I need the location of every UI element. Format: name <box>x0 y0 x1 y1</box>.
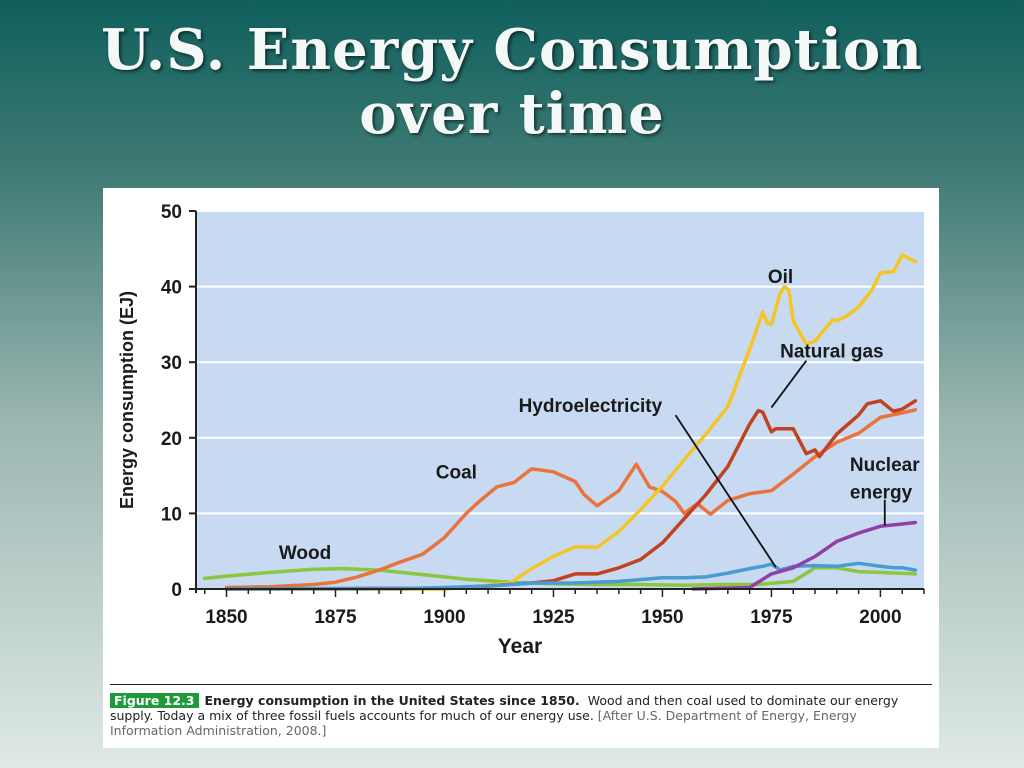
y-tick-label-40: 40 <box>161 278 182 299</box>
annotation-nuclear: Nuclear <box>850 455 920 476</box>
annotation-oil: Oil <box>768 267 793 288</box>
y-tick-label-20: 20 <box>161 429 182 450</box>
y-tick-label-10: 10 <box>161 504 182 525</box>
series-line-nuclear-energy <box>691 520 918 591</box>
series-line-natural-gas <box>224 399 918 591</box>
annotation-energy: energy <box>850 482 913 503</box>
annotation-wood: Wood <box>279 543 331 564</box>
leader-natural-gas <box>770 360 808 409</box>
caption-bold-text: Energy consumption in the United States … <box>204 693 580 708</box>
caption-body-text: Wood and then coal used to dominate our … <box>110 693 899 723</box>
annotation-coal: Coal <box>436 463 477 484</box>
title-line-2: over time <box>359 81 665 147</box>
annotation-hydroelectricity: Hydroelectricity <box>519 396 663 417</box>
x-tick-label-1950: 1950 <box>641 607 683 628</box>
annotation-natural-gas: Natural gas <box>780 342 883 363</box>
x-tick-label-1875: 1875 <box>314 607 357 628</box>
x-tick-label-1900: 1900 <box>423 607 465 628</box>
y-tick-label-50: 50 <box>161 202 182 223</box>
x-axis-label: Year <box>498 635 542 658</box>
energy-chart: 0 10 20 30 40 50 1850 1875 1900 1925 1950 1975 2000 Y… <box>117 202 925 658</box>
caption-source-text: [After U.S. Department of Energy, Energy… <box>110 708 857 738</box>
x-tick-label-1975: 1975 <box>750 607 793 628</box>
series-line-coal <box>224 408 918 590</box>
y-axis-label: Energy consumption (EJ) <box>117 291 137 509</box>
plot-area <box>196 211 924 589</box>
series-line-oil <box>224 253 918 591</box>
title-line-1: U.S. Energy Consumption <box>101 17 923 83</box>
x-tick-label-1850: 1850 <box>205 607 247 628</box>
y-tick-label-0: 0 <box>171 580 182 601</box>
figure-caption: Figure 12.3 Energy consumption in the Uni… <box>110 684 932 738</box>
leader-hydroelectricity <box>674 414 777 568</box>
x-tick-label-1925: 1925 <box>532 607 575 628</box>
figure-panel: 0 10 20 30 40 50 1850 1875 1900 1925 1950 1975 2000 Y… <box>103 188 939 748</box>
x-tick-label-2000: 2000 <box>859 607 901 628</box>
slide-title: U.S. Energy Consumption over time <box>0 18 1024 146</box>
figure-label: Figure 12.3 <box>110 693 199 708</box>
series-line-hydroelectricity <box>224 561 918 591</box>
y-tick-label-30: 30 <box>161 353 182 374</box>
